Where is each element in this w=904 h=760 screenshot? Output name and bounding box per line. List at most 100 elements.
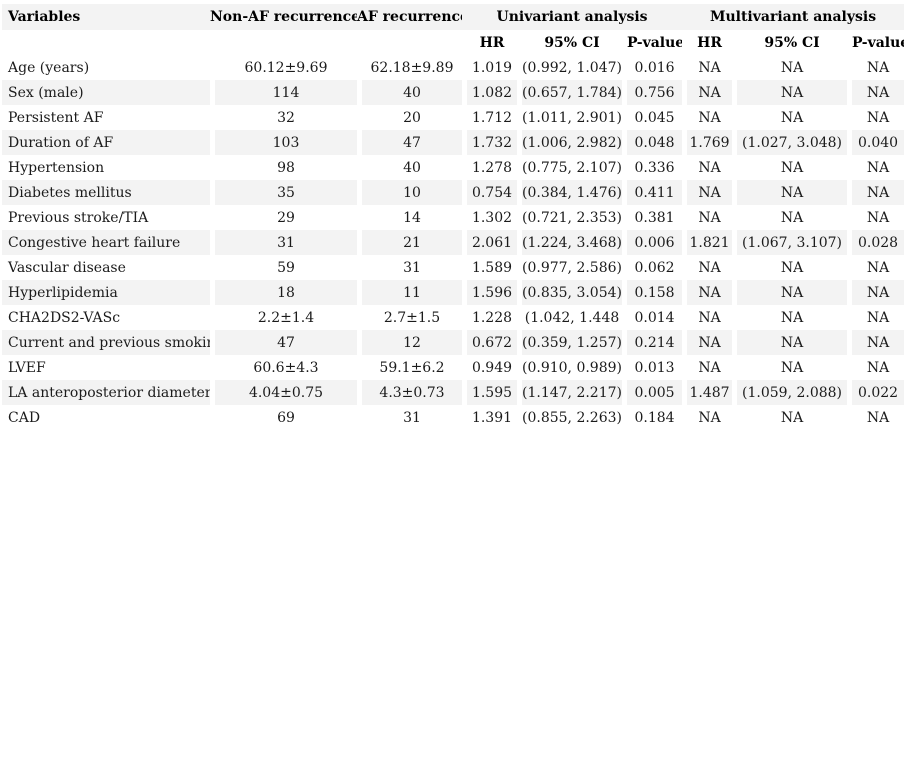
table-row: LA anteroposterior diameter 4.04±0.75 4.…	[2, 380, 904, 405]
cell-variable: Diabetes mellitus	[2, 180, 210, 205]
cell-uni-hr: 1.732	[462, 130, 517, 155]
cell-non-af-recurrence: 69	[210, 405, 357, 430]
cell-multi-p: NA	[847, 255, 904, 280]
cell-uni-p: 0.381	[622, 205, 682, 230]
table-row: Diabetes mellitus 35 10 0.754 (0.384, 1.…	[2, 180, 904, 205]
cell-multi-ci: (1.067, 3.107)	[732, 230, 848, 255]
table-row: Vascular disease 59 31 1.589 (0.977, 2.5…	[2, 255, 904, 280]
cell-variable: LVEF	[8, 359, 46, 376]
cell-non-af-recurrence: 60.6±4.3	[210, 355, 357, 380]
cell-uni-ci: (0.992, 1.047)	[517, 55, 622, 80]
cell-non-af-recurrence: 98	[210, 155, 357, 180]
cell-uni-ci: (0.775, 2.107)	[517, 155, 622, 180]
table-row: Duration of AF 103 47 1.732 (1.006, 2.98…	[2, 130, 904, 155]
cell-variable: Hypertension	[8, 159, 105, 176]
cell-af-recurrence: 20	[357, 105, 462, 130]
cell-multi-hr: 1.769	[682, 130, 733, 155]
cell-uni-ci: (0.855, 2.263)	[517, 405, 622, 430]
cell-uni-hr: 0.754	[462, 180, 517, 205]
analysis-table: Variables Non-AF recurrence AF recurrenc…	[2, 4, 904, 430]
cell-multi-p: NA	[847, 55, 904, 80]
cell-variable: Previous stroke/TIA	[8, 209, 149, 226]
cell-non-af-recurrence: 4.04±0.75	[210, 380, 357, 405]
table-row: Current and previous smoking 47 12 0.672…	[2, 330, 904, 355]
cell-af-recurrence: 40	[357, 80, 462, 105]
cell-af-recurrence: 31	[357, 255, 462, 280]
cell-multi-ci: NA	[732, 55, 847, 80]
cell-multi-hr: NA	[682, 330, 733, 355]
sub-header-uni-ci: 95% CI	[517, 30, 622, 55]
cell-uni-ci: (1.006, 2.982)	[517, 130, 622, 155]
sub-header-multi-ci: 95% CI	[732, 30, 847, 55]
cell-multi-p: NA	[847, 155, 904, 180]
cell-uni-hr: 1.019	[462, 55, 517, 80]
cell-af-recurrence: 2.7±1.5	[357, 305, 462, 330]
cell-multi-ci: NA	[732, 155, 847, 180]
cell-uni-hr: 2.061	[462, 230, 517, 255]
cell-uni-hr: 1.595	[462, 380, 517, 405]
table-row: Age (years) 60.12±9.69 62.18±9.89 1.019 …	[2, 55, 904, 80]
cell-af-recurrence: 12	[357, 330, 462, 355]
cell-multi-p: 0.028	[847, 230, 904, 255]
cell-af-recurrence: 31	[357, 405, 462, 430]
cell-uni-hr: 0.672	[462, 330, 517, 355]
header-multivariant-analysis: Multivariant analysis	[682, 4, 904, 30]
cell-uni-p: 0.048	[622, 130, 683, 155]
cell-af-recurrence: 40	[357, 155, 462, 180]
cell-uni-p: 0.411	[622, 180, 683, 205]
cell-uni-hr: 1.596	[462, 280, 517, 305]
cell-uni-p: 0.158	[622, 280, 683, 305]
cell-uni-ci: (0.384, 1.476)	[517, 180, 622, 205]
cell-uni-hr: 1.082	[462, 80, 517, 105]
cell-uni-ci: (0.721, 2.353)	[517, 205, 622, 230]
cell-uni-ci: (0.657, 1.784)	[517, 80, 622, 105]
cell-uni-hr: 1.302	[462, 205, 517, 230]
cell-af-recurrence: 21	[357, 230, 462, 255]
sub-header-uni-hr: HR	[462, 30, 517, 55]
cell-multi-hr: 1.821	[682, 230, 733, 255]
cell-multi-hr: NA	[682, 255, 732, 280]
cell-uni-p: 0.045	[622, 105, 682, 130]
cell-af-recurrence: 59.1±6.2	[357, 355, 462, 380]
cell-non-af-recurrence: 60.12±9.69	[210, 55, 357, 80]
cell-multi-hr: NA	[682, 155, 732, 180]
cell-variable: Hyperlipidemia	[2, 280, 210, 305]
cell-uni-ci: (1.147, 2.217)	[517, 380, 622, 405]
cell-uni-hr: 1.391	[462, 405, 517, 430]
cell-variable: CAD	[8, 409, 41, 426]
cell-multi-hr: NA	[682, 405, 732, 430]
cell-multi-p: 0.022	[847, 380, 904, 405]
cell-non-af-recurrence: 18	[210, 280, 357, 305]
cell-uni-ci: (0.910, 0.989)	[517, 355, 622, 380]
cell-multi-ci: NA	[732, 305, 847, 330]
header-non-af-recurrence: Non-AF recurrence	[210, 4, 357, 30]
cell-multi-ci: NA	[732, 355, 847, 380]
cell-variable: Current and previous smoking	[2, 330, 210, 355]
cell-uni-hr: 1.589	[462, 255, 517, 280]
table-row: Previous stroke/TIA 29 14 1.302 (0.721, …	[2, 205, 904, 230]
cell-non-af-recurrence: 59	[210, 255, 357, 280]
cell-uni-ci: (1.011, 2.901)	[517, 105, 622, 130]
cell-multi-p: NA	[847, 180, 904, 205]
cell-variable: Vascular disease	[8, 259, 126, 276]
sub-header-multi-hr: HR	[682, 30, 732, 55]
cell-uni-p: 0.013	[622, 355, 682, 380]
cell-multi-hr: NA	[682, 280, 733, 305]
cell-variable: Duration of AF	[2, 130, 210, 155]
cell-af-recurrence: 10	[357, 180, 462, 205]
cell-multi-hr: 1.487	[682, 380, 733, 405]
cell-multi-ci: NA	[732, 405, 847, 430]
cell-uni-hr: 1.712	[462, 105, 517, 130]
cell-uni-p: 0.184	[622, 405, 682, 430]
table-row: Congestive heart failure 31 21 2.061 (1.…	[2, 230, 904, 255]
cell-uni-p: 0.014	[622, 305, 682, 330]
cell-uni-ci: (1.224, 3.468)	[517, 230, 622, 255]
cell-af-recurrence: 11	[357, 280, 462, 305]
cell-multi-ci: NA	[732, 280, 848, 305]
sub-header-row: HR 95% CI P-value HR 95% CI P-value	[2, 30, 904, 55]
cell-multi-hr: NA	[682, 180, 733, 205]
cell-uni-p: 0.006	[622, 230, 683, 255]
cell-multi-hr: NA	[682, 80, 733, 105]
cell-uni-hr: 1.278	[462, 155, 517, 180]
cell-uni-p: 0.005	[622, 380, 683, 405]
